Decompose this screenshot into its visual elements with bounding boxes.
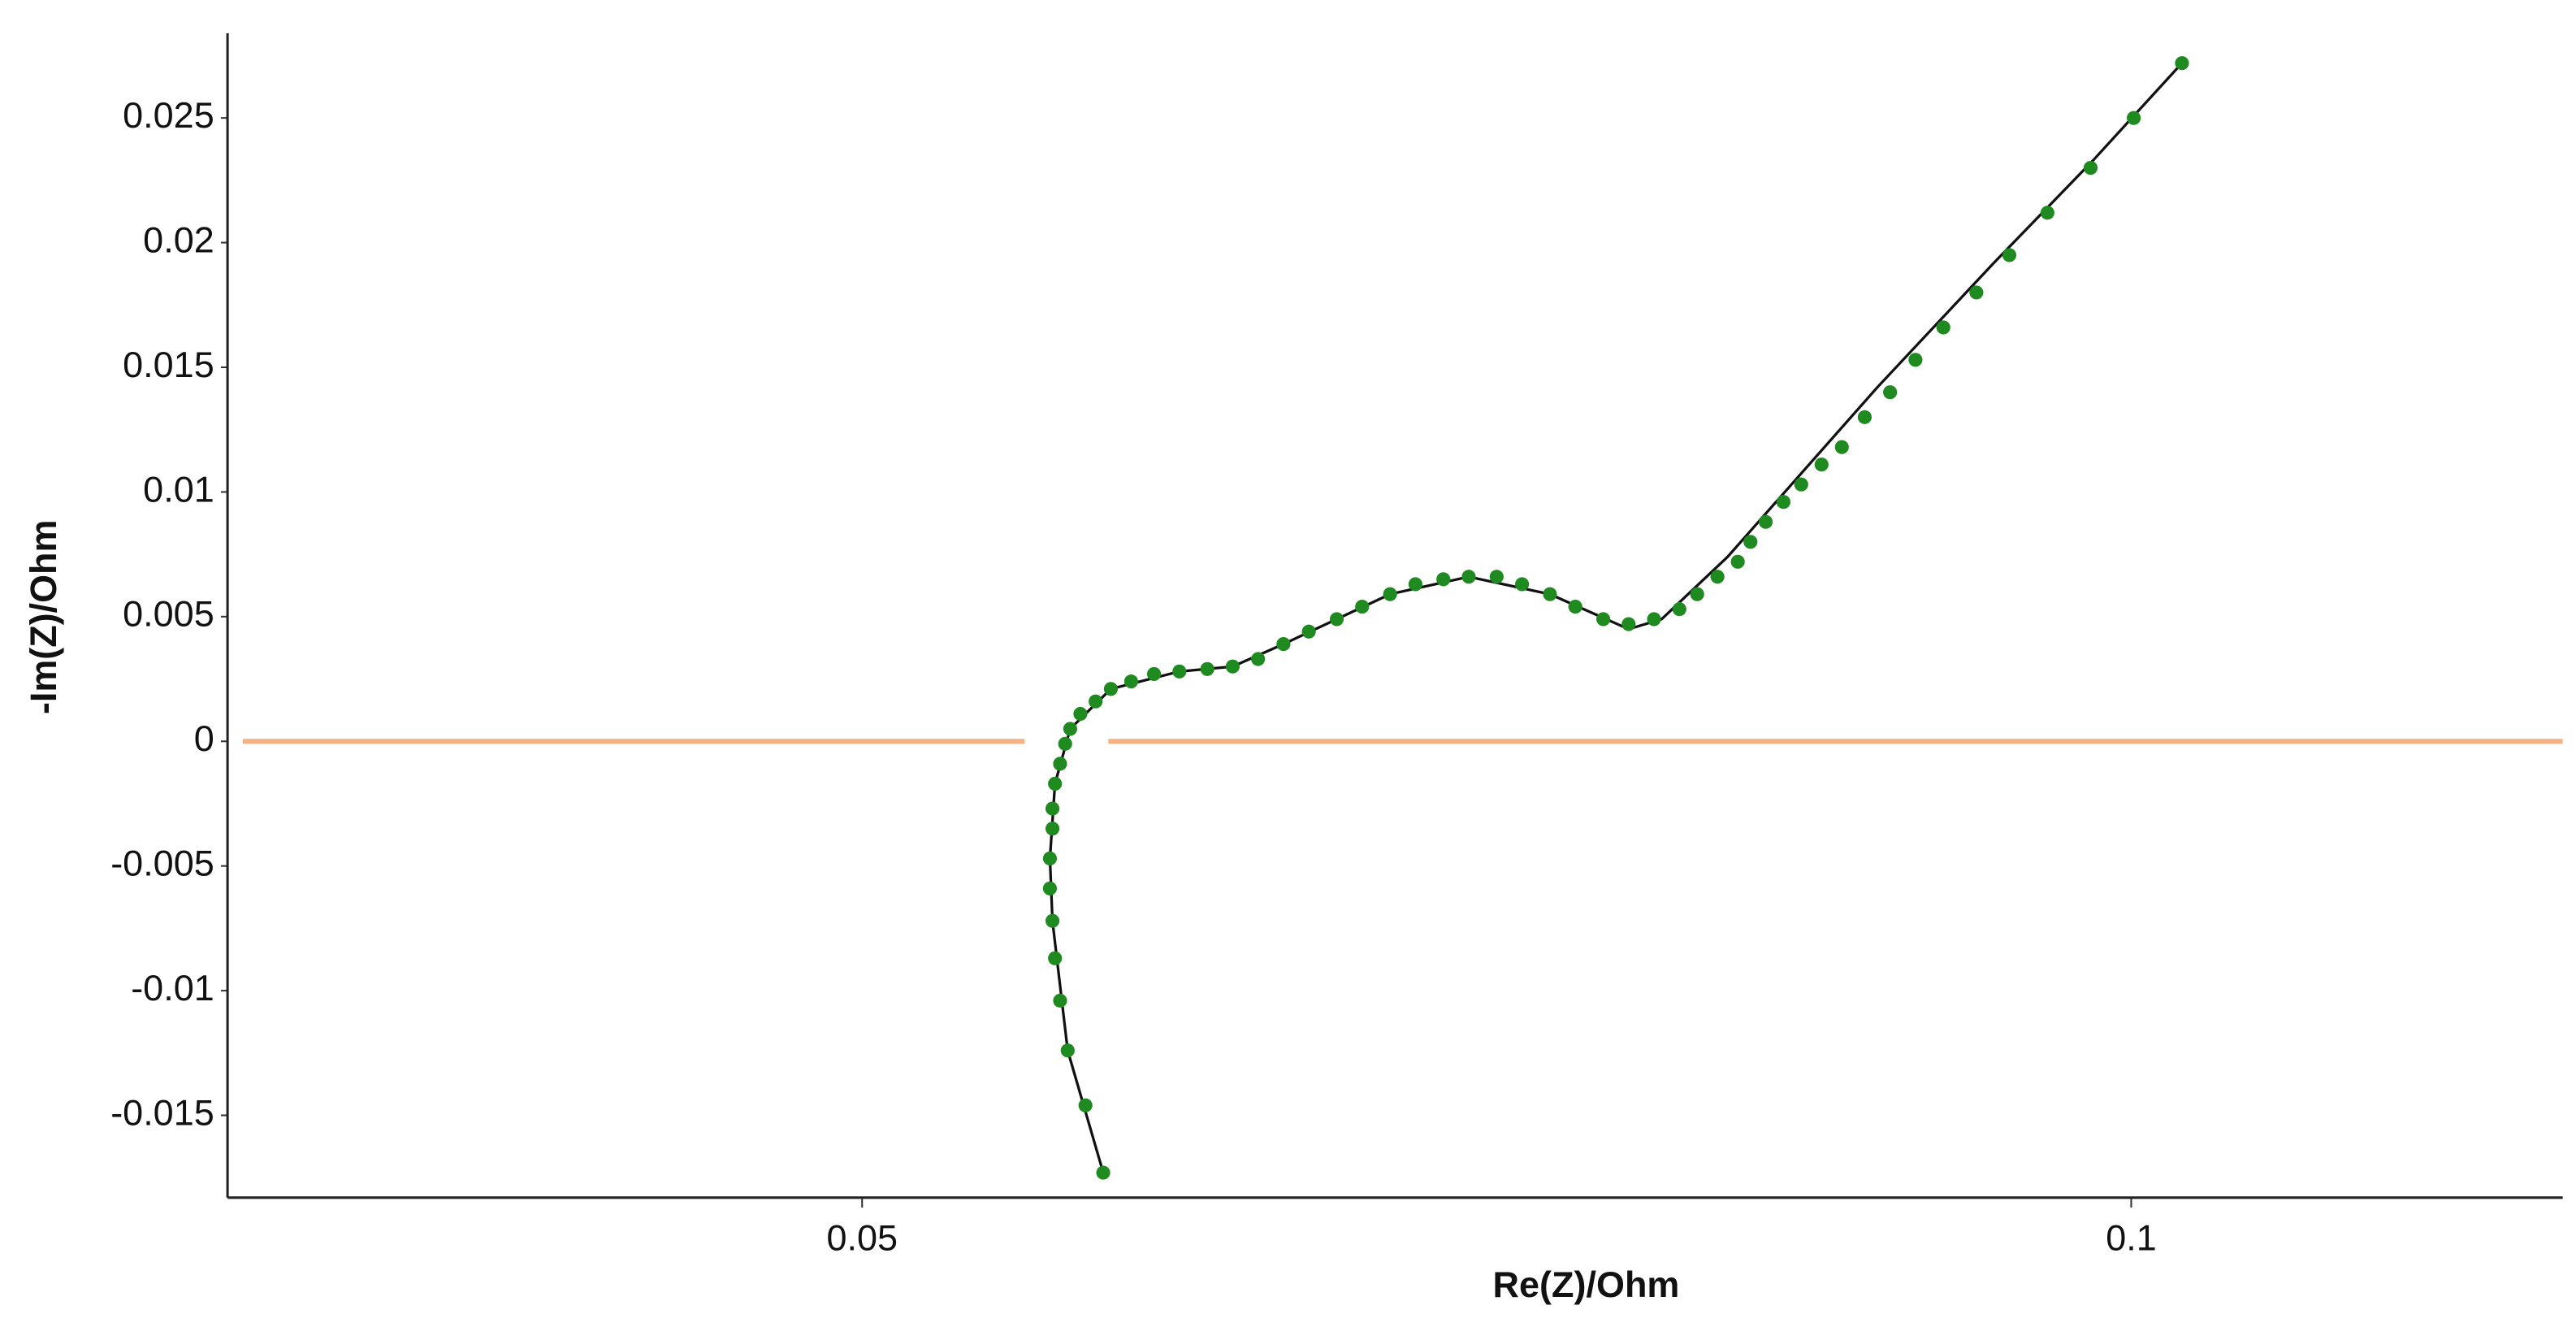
data-point <box>1058 736 1072 751</box>
data-point <box>1060 1043 1075 1058</box>
data-point <box>1672 602 1686 617</box>
data-point <box>2040 206 2054 220</box>
data-point <box>1073 706 1088 722</box>
data-point <box>2127 111 2141 125</box>
data-point <box>1834 440 1849 454</box>
data-point <box>1794 477 1808 492</box>
data-point <box>1595 612 1611 627</box>
data-point <box>1096 1165 1110 1180</box>
data-point <box>1383 587 1397 601</box>
y-tick-label: 0.02 <box>143 219 214 260</box>
data-point <box>2083 160 2098 176</box>
data-point <box>1776 495 1791 510</box>
data-point <box>1647 612 1661 627</box>
data-point <box>1048 776 1063 791</box>
y-axis-title: -Im(Z)/Ohm <box>23 520 64 714</box>
data-point <box>1936 320 1950 335</box>
data-point <box>1758 514 1773 529</box>
data-point <box>1048 951 1063 965</box>
data-point <box>1730 554 1745 569</box>
data-point <box>1690 587 1704 601</box>
data-point <box>1200 661 1214 676</box>
data-point <box>2175 56 2189 71</box>
data-point <box>1042 851 1058 866</box>
data-point <box>1969 285 1984 300</box>
data-point <box>1621 617 1636 631</box>
data-point <box>1251 652 1266 666</box>
data-point <box>1489 570 1504 584</box>
data-point <box>1053 993 1067 1008</box>
data-point <box>1743 535 1758 549</box>
data-point <box>1710 570 1725 584</box>
data-point <box>1045 913 1060 928</box>
data-point <box>1063 722 1078 736</box>
data-point <box>1276 637 1291 652</box>
data-point <box>1301 624 1316 639</box>
y-tick-label: -0.015 <box>110 1091 214 1133</box>
data-point <box>1543 587 1557 601</box>
data-point <box>1042 881 1058 896</box>
data-point <box>1568 599 1582 614</box>
y-tick-label: 0.015 <box>123 344 214 385</box>
data-point <box>1146 666 1162 681</box>
data-point <box>1103 682 1119 696</box>
series-line <box>1048 62 2184 1173</box>
data-point <box>1461 570 1476 584</box>
data-point <box>1814 458 1829 472</box>
data-point <box>1436 572 1451 587</box>
data-point <box>1883 385 1898 400</box>
y-tick-label: 0 <box>194 718 214 759</box>
data-point <box>1045 801 1060 816</box>
data-point <box>1225 659 1240 674</box>
data-point <box>1172 664 1187 679</box>
data-point <box>1408 577 1422 592</box>
y-tick-label: 0.005 <box>123 593 214 635</box>
data-point <box>1908 353 1923 367</box>
data-point <box>1355 599 1370 614</box>
y-tick-label: 0.025 <box>123 94 214 136</box>
x-tick-label: 0.05 <box>826 1217 898 1259</box>
x-tick-label: 0.1 <box>2106 1217 2157 1259</box>
data-point <box>1515 577 1530 592</box>
data-point <box>1123 674 1139 689</box>
data-point <box>1045 822 1060 836</box>
y-tick-label: -0.01 <box>131 967 214 1008</box>
y-tick-label: 0.01 <box>143 468 214 510</box>
data-point <box>1089 694 1103 709</box>
x-axis-title: Re(Z)/Ohm <box>1493 1264 1680 1305</box>
data-point <box>2002 248 2017 262</box>
data-point <box>1078 1098 1093 1112</box>
data-point <box>1329 612 1344 627</box>
data-point <box>1053 757 1067 771</box>
y-tick-label: -0.005 <box>110 843 214 884</box>
data-point <box>1857 410 1872 424</box>
